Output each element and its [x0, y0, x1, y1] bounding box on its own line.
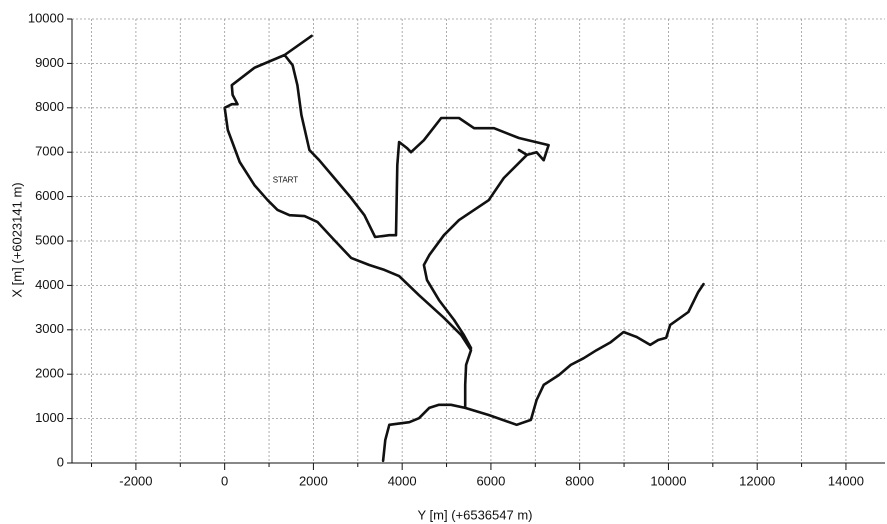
y-tick-label: 3000 [35, 321, 64, 336]
y-tick-label: 7000 [35, 144, 64, 159]
y-tick-label: 0 [57, 454, 64, 469]
x-axis-title: Y [m] (+6536547 m) [417, 507, 532, 522]
x-tick-label: 12000 [739, 473, 775, 488]
y-tick-label: 2000 [35, 366, 64, 381]
y-tick-label: 5000 [35, 232, 64, 247]
y-tick-label: 8000 [35, 99, 64, 114]
annotation: START [273, 175, 299, 184]
y-tick-label: 1000 [35, 410, 64, 425]
x-tick-label: 10000 [650, 473, 686, 488]
x-tick-label: 4000 [388, 473, 417, 488]
y-tick-label: 4000 [35, 277, 64, 292]
y-tick-label: 6000 [35, 188, 64, 203]
x-tick-label: -2000 [119, 473, 152, 488]
x-tick-label: 14000 [828, 473, 864, 488]
x-tick-label: 6000 [476, 473, 505, 488]
track-line [223, 34, 705, 463]
x-tick-label: 2000 [299, 473, 328, 488]
y-axis-title: X [m] (+6023141 m) [9, 182, 24, 297]
x-tick-label: 0 [221, 473, 228, 488]
y-tick-label: 10000 [28, 10, 64, 25]
y-tick-label: 9000 [35, 55, 64, 70]
x-tick-label: 8000 [565, 473, 594, 488]
